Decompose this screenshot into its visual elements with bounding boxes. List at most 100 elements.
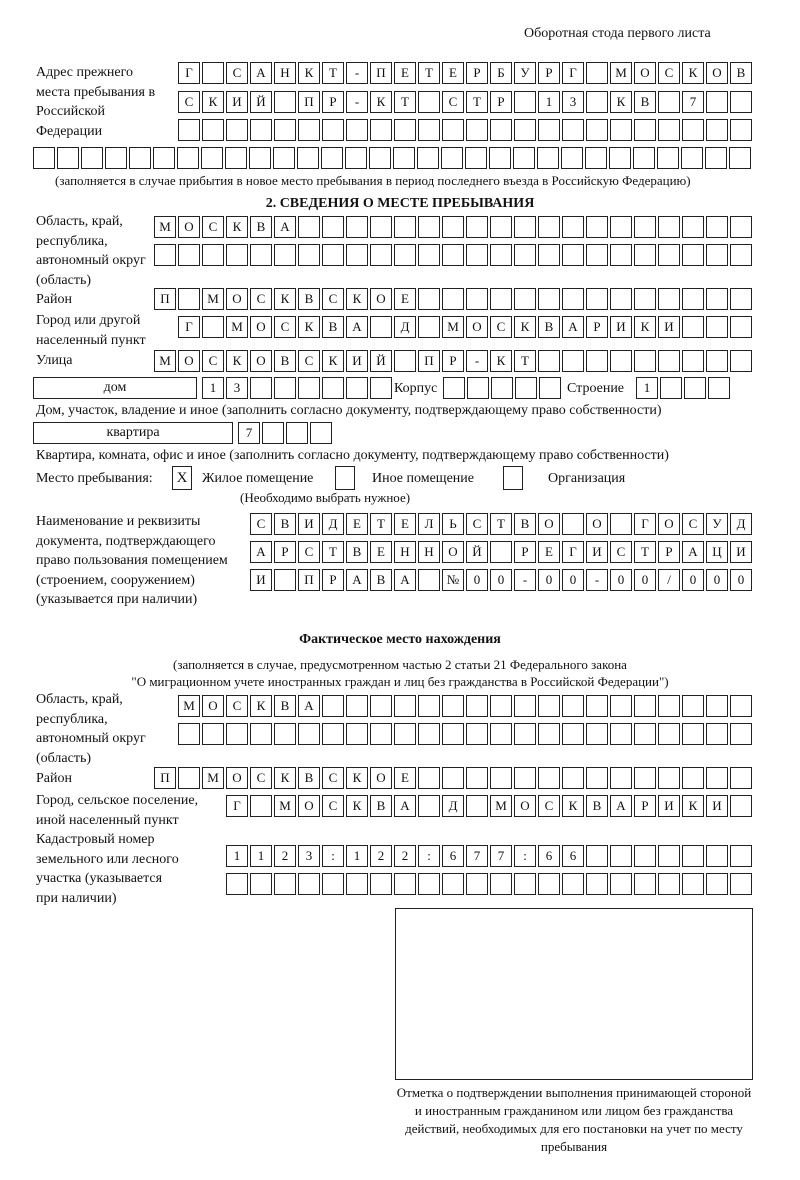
char-cell[interactable] [609, 147, 631, 169]
char-cell[interactable]: К [202, 91, 224, 113]
char-cell[interactable]: К [610, 91, 632, 113]
char-cell[interactable] [682, 845, 704, 867]
char-cell[interactable]: Ц [706, 541, 728, 563]
char-cell[interactable]: 1 [202, 377, 224, 399]
char-cell[interactable]: В [298, 767, 320, 789]
char-cell[interactable] [418, 119, 440, 141]
char-cell[interactable]: Е [394, 288, 416, 310]
char-cell[interactable] [514, 695, 536, 717]
char-cell[interactable] [178, 119, 200, 141]
char-cell[interactable]: А [250, 62, 272, 84]
char-cell[interactable]: О [706, 62, 728, 84]
char-cell[interactable] [154, 244, 176, 266]
char-cell[interactable] [538, 216, 560, 238]
char-cell[interactable]: Г [562, 541, 584, 563]
char-cell[interactable] [394, 723, 416, 745]
char-cell[interactable]: 2 [274, 845, 296, 867]
char-cell[interactable] [418, 316, 440, 338]
char-cell[interactable] [202, 723, 224, 745]
char-cell[interactable] [658, 119, 680, 141]
char-cell[interactable] [586, 119, 608, 141]
char-cell[interactable] [562, 873, 584, 895]
char-cell[interactable]: Е [370, 541, 392, 563]
char-cell[interactable] [634, 216, 656, 238]
char-cell[interactable] [489, 147, 511, 169]
char-cell[interactable] [466, 873, 488, 895]
char-cell[interactable]: 0 [682, 569, 704, 591]
char-cell[interactable]: П [370, 62, 392, 84]
char-cell[interactable]: В [298, 288, 320, 310]
char-cell[interactable] [298, 119, 320, 141]
char-cell[interactable] [514, 767, 536, 789]
char-cell[interactable]: С [322, 795, 344, 817]
char-cell[interactable]: С [250, 288, 272, 310]
char-cell[interactable]: В [370, 795, 392, 817]
char-cell[interactable] [393, 147, 415, 169]
char-cell[interactable] [708, 377, 730, 399]
char-cell[interactable] [610, 350, 632, 372]
char-cell[interactable] [537, 147, 559, 169]
char-cell[interactable]: О [586, 513, 608, 535]
char-cell[interactable] [178, 723, 200, 745]
char-cell[interactable]: О [442, 541, 464, 563]
char-cell[interactable]: О [250, 316, 272, 338]
char-cell[interactable] [610, 244, 632, 266]
char-cell[interactable] [682, 695, 704, 717]
char-cell[interactable] [418, 695, 440, 717]
char-cell[interactable]: 0 [562, 569, 584, 591]
char-cell[interactable] [441, 147, 463, 169]
char-cell[interactable]: В [322, 316, 344, 338]
char-cell[interactable] [466, 723, 488, 745]
char-cell[interactable]: А [562, 316, 584, 338]
char-cell[interactable]: И [730, 541, 752, 563]
char-cell[interactable]: М [490, 795, 512, 817]
building-cells[interactable]: 1 [636, 377, 732, 399]
char-cell[interactable] [634, 288, 656, 310]
char-cell[interactable] [346, 244, 368, 266]
char-cell[interactable] [730, 350, 752, 372]
char-cell[interactable] [514, 288, 536, 310]
char-cell[interactable]: А [346, 569, 368, 591]
char-cell[interactable] [466, 695, 488, 717]
char-cell[interactable]: 6 [442, 845, 464, 867]
char-cell[interactable] [442, 723, 464, 745]
char-cell[interactable] [730, 723, 752, 745]
char-cell[interactable]: О [202, 695, 224, 717]
char-cell[interactable] [298, 377, 320, 399]
char-cell[interactable]: С [250, 513, 272, 535]
char-cell[interactable] [105, 147, 127, 169]
char-cell[interactable] [538, 288, 560, 310]
char-cell[interactable] [322, 377, 344, 399]
char-cell[interactable] [226, 873, 248, 895]
char-cell[interactable]: М [610, 62, 632, 84]
char-cell[interactable] [346, 377, 368, 399]
char-cell[interactable]: В [730, 62, 752, 84]
char-cell[interactable] [586, 767, 608, 789]
char-cell[interactable] [538, 873, 560, 895]
char-cell[interactable] [730, 119, 752, 141]
char-cell[interactable]: О [226, 288, 248, 310]
char-cell[interactable] [490, 216, 512, 238]
char-cell[interactable] [322, 695, 344, 717]
char-cell[interactable] [418, 767, 440, 789]
char-cell[interactable] [633, 147, 655, 169]
char-cell[interactable]: К [250, 695, 272, 717]
char-cell[interactable] [465, 147, 487, 169]
char-cell[interactable] [202, 244, 224, 266]
char-cell[interactable] [418, 873, 440, 895]
char-cell[interactable]: К [682, 62, 704, 84]
char-cell[interactable] [201, 147, 223, 169]
char-cell[interactable] [443, 377, 465, 399]
char-cell[interactable] [634, 119, 656, 141]
char-cell[interactable]: 7 [682, 91, 704, 113]
char-cell[interactable]: О [226, 767, 248, 789]
char-cell[interactable]: И [658, 316, 680, 338]
char-cell[interactable] [250, 795, 272, 817]
char-cell[interactable]: М [202, 288, 224, 310]
char-cell[interactable] [346, 695, 368, 717]
char-cell[interactable] [657, 147, 679, 169]
char-cell[interactable] [442, 288, 464, 310]
